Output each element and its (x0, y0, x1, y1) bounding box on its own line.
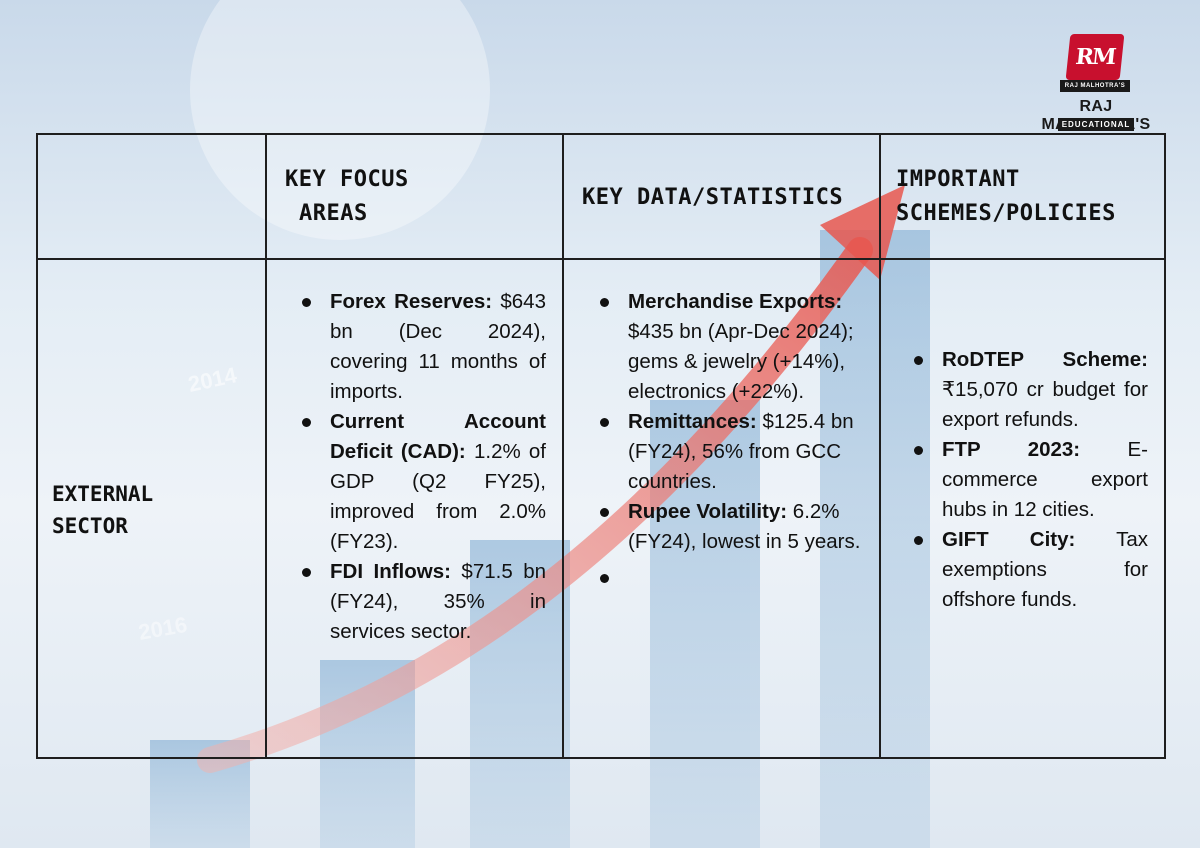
list-item: Forex Reserves: $643 bn (Dec 2024), cove… (302, 287, 546, 407)
item-text: Tax exemptions for offshore funds. (942, 528, 1148, 611)
list-item: GIFT City: Tax exemptions for offshore f… (914, 525, 1148, 615)
background-arrow-head (820, 185, 905, 280)
header-line: IMPORTANT (896, 167, 1020, 192)
header-line: KEY FOCUS (285, 167, 409, 192)
sector-line: SECTOR (52, 514, 128, 538)
list-item-empty (600, 563, 862, 593)
sector-name: EXTERNAL SECTOR (52, 478, 153, 542)
item-text: E-commerce export hubs in 12 cities. (942, 438, 1148, 521)
list-item: FDI Inflows: $71.5 bn (FY24), 35% in ser… (302, 557, 546, 647)
statistics-list: Merchandise Exports: $435 bn (Apr-Dec 20… (600, 287, 862, 593)
item-text: 1.2% of GDP (Q2 FY25), improved from 2.0… (330, 440, 546, 553)
list-item: FTP 2023: E-commerce export hubs in 12 c… (914, 435, 1148, 525)
logo-monogram: RM (1065, 34, 1125, 80)
external-sector-table: KEY FOCUS AREAS KEY DATA/STATISTICS IMPO… (36, 133, 1166, 759)
header-line: SCHEMES/POLICIES (896, 201, 1116, 226)
list-item: Merchandise Exports: $435 bn (Apr-Dec 20… (600, 287, 862, 407)
header-key-data-statistics: KEY DATA/STATISTICS (582, 185, 844, 210)
item-label: Merchandise Exports: (628, 290, 843, 313)
item-label: Forex Reserves: (330, 290, 493, 313)
item-text: $125.4 bn (FY24), 56% from GCC countries… (628, 410, 854, 493)
item-text: $435 bn (Apr-Dec 2024); gems & jewelry (… (628, 320, 854, 403)
item-text: ₹15,070 cr budget for export refunds. (942, 378, 1148, 431)
header-line: AREAS (299, 201, 368, 226)
header-key-focus-areas: KEY FOCUS AREAS (285, 163, 409, 231)
focus-areas-list: Forex Reserves: $643 bn (Dec 2024), cove… (302, 287, 546, 647)
item-label: Rupee Volatility: (628, 500, 788, 523)
item-label: FTP 2023: (942, 438, 1081, 461)
list-item: Rupee Volatility: 6.2% (FY24), lowest in… (600, 497, 862, 557)
header-important-schemes: IMPORTANT SCHEMES/POLICIES (896, 163, 1116, 231)
schemes-list: RoDTEP Scheme: ₹15,070 cr budget for exp… (914, 345, 1148, 615)
item-label: RoDTEP Scheme: (942, 348, 1148, 371)
item-text: $71.5 bn (FY24), 35% in services sector. (330, 560, 546, 643)
logo-subtitle: EDUCATIONAL (1058, 118, 1134, 131)
item-label: GIFT City: (942, 528, 1076, 551)
list-item: Current Account Deficit (CAD): 1.2% of G… (302, 407, 546, 557)
list-item: RoDTEP Scheme: ₹15,070 cr budget for exp… (914, 345, 1148, 435)
item-label: FDI Inflows: (330, 560, 451, 583)
background-bar (820, 230, 930, 848)
item-text: 6.2% (FY24), lowest in 5 years. (628, 500, 861, 553)
item-label: Current Account Deficit (CAD): (330, 410, 546, 463)
item-label: Remittances: (628, 410, 757, 433)
background-trend-arrow (197, 237, 873, 773)
item-text: $643 bn (Dec 2024), covering 11 months o… (330, 290, 546, 403)
brand-logo: RM RAJ MALHOTRA'S RAJ MALHOTRA'S EDUCATI… (1040, 30, 1190, 133)
list-item: Remittances: $125.4 bn (FY24), 56% from … (600, 407, 862, 497)
sector-line: EXTERNAL (52, 482, 154, 506)
logo-ribbon: RAJ MALHOTRA'S (1060, 80, 1130, 92)
